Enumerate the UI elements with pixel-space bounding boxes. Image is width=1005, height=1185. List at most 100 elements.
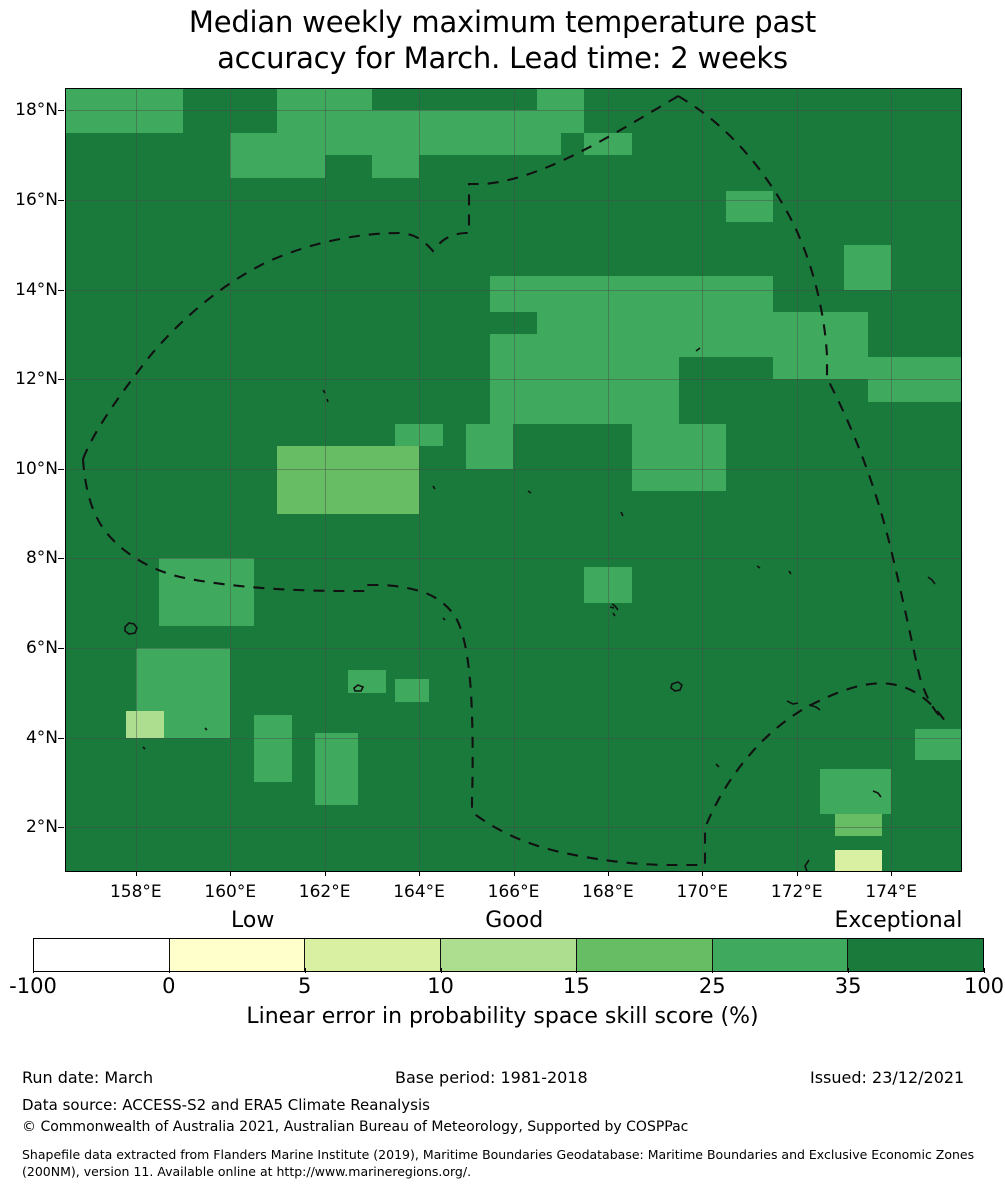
x-axis-tick-mark (702, 871, 704, 876)
run-date: Run date: March (22, 1068, 154, 1087)
colorbar-axis-label: Linear error in probability space skill … (246, 1004, 759, 1029)
heatmap-cell (126, 710, 165, 738)
colorbar-band[interactable] (169, 939, 306, 971)
colorbar-tick-mark (33, 968, 34, 973)
heatmap-cell (843, 244, 892, 290)
x-axis-tick-label: 168°E (582, 882, 634, 902)
colorbar[interactable] (33, 938, 984, 972)
y-axis-tick-mark (58, 648, 64, 649)
colorbar-category-exceptional: Exceptional (834, 908, 963, 933)
x-axis-tick-mark (607, 871, 609, 876)
colorbar-band[interactable] (576, 939, 713, 971)
colorbar-tick-label: 5 (298, 974, 312, 998)
map-plot-area[interactable] (65, 88, 962, 872)
y-axis-tick-label: 12°N (15, 369, 58, 390)
colorbar-category-good: Good (485, 908, 544, 933)
colorbar-tick-label: 10 (427, 974, 454, 998)
y-axis-tick-label: 2°N (25, 817, 58, 838)
colorbar-tick-mark (576, 968, 578, 973)
heatmap-cell (584, 132, 632, 156)
x-axis-tick-mark (513, 871, 515, 876)
issued-date: Issued: 23/12/2021 (810, 1068, 965, 1087)
copyright-text: © Commonwealth of Australia 2021, Austra… (22, 1119, 689, 1135)
title-line-2: accuracy for March. Lead time: 2 weeks (217, 41, 788, 75)
heatmap-cell (834, 849, 882, 872)
colorbar-tick-label: 25 (698, 974, 726, 998)
heatmap-cell (466, 424, 514, 469)
x-axis-tick-mark (796, 871, 798, 876)
heatmap-cell (230, 132, 278, 178)
colorbar-band[interactable] (712, 939, 849, 971)
colorbar-band[interactable] (441, 939, 577, 971)
data-source-text: Data source: ACCESS-S2 and ERA5 Climate … (22, 1096, 430, 1114)
colorbar-tick-mark (848, 968, 850, 973)
heatmap-cell (867, 356, 962, 402)
heatmap-cell (631, 276, 774, 357)
heatmap-cell (537, 88, 585, 133)
x-axis-tick-mark (419, 871, 421, 876)
heatmap-cell (159, 558, 254, 626)
y-axis-tick-label: 4°N (25, 727, 58, 748)
heatmap-cell (820, 768, 892, 814)
heatmap-cell (315, 733, 358, 805)
heatmap-cell (395, 679, 429, 702)
x-axis-tick-mark (891, 871, 893, 876)
heatmap-cell (584, 567, 632, 604)
colorbar-tick-label: 100 (963, 974, 1005, 998)
colorbar-tick-labels: -100 0 5 10 15 25 35 100 (0, 968, 1005, 1000)
y-axis: 2°N 4°N 6°N 8°N 10°N 12°N 14°N 16°N 18°N (0, 88, 64, 872)
colorbar-tick-label: -100 (9, 974, 57, 998)
x-axis-tick-label: 174°E (865, 882, 918, 902)
y-axis-tick-label: 18°N (15, 100, 58, 121)
x-axis: 158°E 160°E 162°E 164°E 166°E 168°E 170°E 172°E… (65, 871, 962, 902)
y-axis-tick-mark (58, 558, 64, 560)
y-axis-tick-label: 14°N (15, 279, 58, 300)
colorbar-tick-label: 0 (162, 974, 176, 998)
colorbar-tick-mark (440, 968, 442, 973)
heatmap-cell (230, 88, 278, 133)
y-axis-tick-label: 6°N (25, 638, 58, 658)
x-axis-tick-label: 160°E (204, 882, 257, 902)
shapefile-credit: Shapefile data extracted from Flanders M… (22, 1147, 975, 1179)
y-axis-tick-mark (58, 827, 64, 829)
colorbar-category-labels: Low Good Exceptional (0, 908, 1005, 934)
heatmap-cell (395, 424, 443, 447)
colorbar-tick-mark (168, 968, 170, 973)
colorbar-tick-mark (984, 968, 985, 973)
heatmap-cell (371, 155, 420, 178)
heatmap-cell (277, 446, 420, 514)
heatmap-cell (489, 276, 538, 312)
heatmap-cell (631, 424, 726, 492)
y-axis-tick-mark (58, 468, 64, 470)
colorbar-tick-mark (304, 968, 306, 973)
title-line-1: Median weekly maximum temperature past (188, 5, 817, 39)
y-axis-tick-mark (58, 110, 64, 112)
colorbar-band[interactable] (34, 939, 170, 971)
colorbar-band[interactable] (305, 939, 442, 971)
heatmap-cell (914, 728, 962, 760)
colorbar-tick-label: 15 (563, 974, 590, 998)
heatmap-cell (725, 191, 774, 223)
footer-meta-row: Run date: March Base period: 1981-2018 I… (0, 1068, 1005, 1092)
colorbar-tick-mark (712, 968, 714, 973)
x-axis-tick-label: 158°E (109, 882, 162, 902)
colorbar-band[interactable] (848, 939, 984, 971)
x-axis-tick-label: 166°E (487, 882, 540, 902)
base-period: Base period: 1981-2018 (395, 1068, 588, 1087)
heatmap-cells (65, 88, 962, 872)
heatmap-cell (348, 670, 387, 693)
x-axis-tick-label: 170°E (676, 882, 729, 902)
y-axis-tick-mark (58, 737, 64, 739)
y-axis-tick-label: 8°N (25, 548, 58, 569)
y-axis-tick-mark (58, 379, 64, 381)
heatmap-cell (65, 88, 184, 111)
y-axis-tick-label: 16°N (15, 190, 58, 210)
x-axis-tick-mark (324, 871, 326, 876)
x-axis-tick-label: 172°E (770, 882, 823, 902)
colorbar-tick-label: 35 (834, 974, 862, 998)
x-axis-tick-mark (135, 871, 137, 876)
x-axis-tick-label: 164°E (393, 882, 445, 902)
heatmap-cell (277, 88, 372, 111)
y-axis-tick-label: 10°N (15, 458, 58, 479)
heatmap-cell (253, 715, 292, 783)
